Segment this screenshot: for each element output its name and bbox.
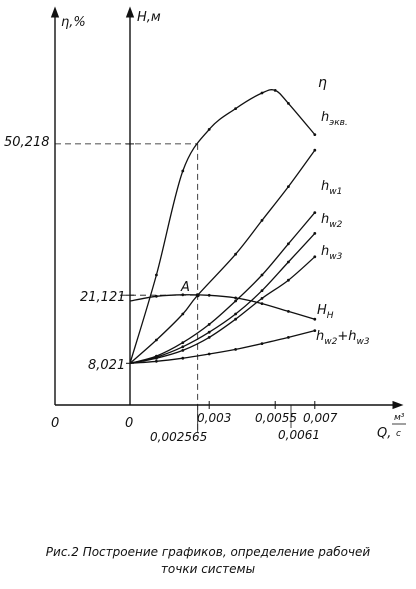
series-1-point-7 bbox=[313, 148, 317, 152]
series-line-5 bbox=[129, 294, 315, 320]
x-mark-0002565: 0,002565 bbox=[150, 430, 207, 444]
operating-point-label: A bbox=[180, 280, 190, 295]
y-tick-50218: 50,218 bbox=[4, 135, 50, 150]
caption-line-1: Рис.2 Построение графиков, определение р… bbox=[45, 545, 371, 559]
series-4-point-4 bbox=[234, 317, 238, 321]
series-5-point-6 bbox=[287, 310, 290, 313]
series-line-6 bbox=[129, 329, 315, 364]
series-1-point-2 bbox=[181, 312, 185, 316]
series-2-point-4 bbox=[234, 299, 238, 303]
series-0-point-6 bbox=[273, 89, 277, 92]
series-0-point-2 bbox=[181, 169, 185, 173]
series-0-point-4 bbox=[234, 107, 238, 110]
series-5-point-5 bbox=[260, 302, 264, 305]
series-6-point-5 bbox=[260, 342, 264, 345]
series-1-point-5 bbox=[260, 219, 264, 222]
series-4-point-3 bbox=[207, 336, 211, 339]
x-unit-numerator: м³ bbox=[394, 413, 405, 423]
label-hw1: hw1 bbox=[321, 179, 342, 197]
series-0-point-1 bbox=[155, 273, 158, 277]
series-4-point-1 bbox=[155, 356, 158, 360]
series-3-point-3 bbox=[207, 330, 211, 334]
series-6-point-6 bbox=[287, 336, 290, 339]
series-5-point-4 bbox=[234, 296, 238, 300]
series-4-point-6 bbox=[287, 278, 290, 282]
series-4-point-5 bbox=[260, 297, 264, 300]
y-main-label: H,м bbox=[137, 10, 161, 25]
series-0-point-3 bbox=[207, 127, 211, 131]
operating-point-marker bbox=[195, 293, 200, 298]
label-eta: η bbox=[318, 75, 327, 91]
series-5-point-1 bbox=[155, 294, 158, 298]
chart-marks bbox=[55, 89, 317, 432]
label-h-ekv: hэкв. bbox=[321, 110, 348, 128]
x-mark-00061: 0,0061 bbox=[278, 428, 320, 442]
series-1-point-1 bbox=[155, 338, 158, 342]
series-6-point-7 bbox=[313, 329, 317, 332]
x-tick-0007: 0,007 bbox=[303, 411, 338, 425]
label-HH: HН bbox=[317, 303, 334, 321]
series-line-1 bbox=[129, 149, 316, 364]
series-line-0 bbox=[129, 89, 316, 364]
origin-zero-label: 0 bbox=[125, 416, 133, 431]
series-5-point-2 bbox=[181, 293, 185, 297]
series-line-2 bbox=[129, 212, 316, 364]
series-2-point-2 bbox=[181, 341, 185, 344]
series-6-point-2 bbox=[181, 356, 185, 360]
label-hw2-hw3: hw2+hw3 bbox=[316, 329, 370, 347]
series-2-point-3 bbox=[207, 323, 211, 326]
series-2-point-7 bbox=[313, 211, 317, 215]
series-5-point-3 bbox=[207, 293, 211, 297]
series-6-point-1 bbox=[155, 359, 158, 363]
series-6-point-3 bbox=[207, 352, 211, 356]
x-axis-label: Q, bbox=[377, 426, 391, 441]
x-tick-00055: 0,0055 bbox=[255, 411, 297, 425]
series-3-point-2 bbox=[181, 345, 185, 349]
series-1-point-6 bbox=[287, 185, 290, 189]
series-3-point-5 bbox=[260, 289, 264, 292]
x-tick-0003: 0,003 bbox=[197, 411, 231, 425]
y-tick-8021: 8,021 bbox=[88, 358, 125, 373]
label-hw2: hw2 bbox=[321, 212, 343, 230]
series-3-point-6 bbox=[287, 260, 290, 264]
y-left-label: η,% bbox=[61, 15, 86, 30]
series-2-point-5 bbox=[260, 273, 264, 277]
series-line-4 bbox=[129, 256, 316, 364]
series-1-point-4 bbox=[234, 252, 238, 256]
series-6-point-4 bbox=[234, 348, 238, 351]
series-0-point-5 bbox=[260, 91, 264, 95]
series-2-point-6 bbox=[287, 242, 290, 246]
series-5-point-7 bbox=[313, 317, 317, 321]
left-zero-label: 0 bbox=[51, 416, 59, 431]
label-hw3: hw3 bbox=[321, 244, 343, 262]
y-tick-21121: 21,121 bbox=[80, 290, 126, 305]
series-3-point-7 bbox=[313, 232, 317, 235]
x-unit-denominator: с bbox=[396, 429, 401, 439]
series-0-point-7 bbox=[287, 102, 290, 105]
series-4-point-7 bbox=[313, 255, 317, 259]
caption-line-2: точки системы bbox=[160, 562, 256, 576]
series-3-point-4 bbox=[234, 312, 238, 316]
series-0-point-8 bbox=[313, 133, 317, 137]
series-line-3 bbox=[129, 232, 316, 364]
series-4-point-2 bbox=[181, 349, 185, 352]
